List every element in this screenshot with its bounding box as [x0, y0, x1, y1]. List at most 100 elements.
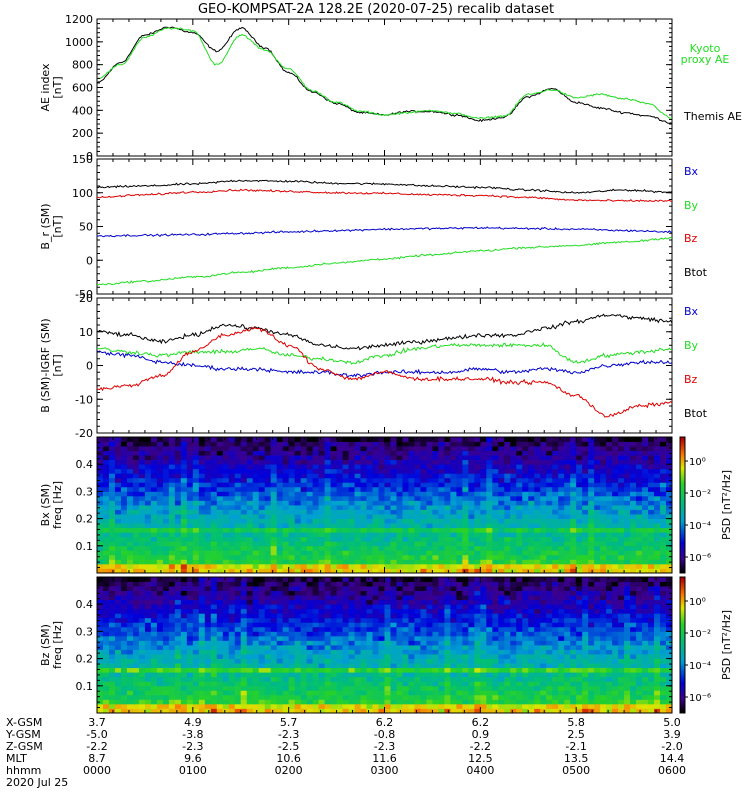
spectrogram-cell	[240, 500, 248, 506]
spectrogram-cell	[270, 640, 278, 646]
spectrogram-cell	[222, 464, 230, 470]
spectrogram-cell	[618, 554, 625, 560]
spectrogram-cell	[156, 649, 164, 655]
spectrogram-cell	[108, 708, 116, 714]
spectrogram-cell	[648, 459, 655, 465]
spectrogram-cell	[222, 645, 230, 650]
spectrogram-cell	[234, 523, 242, 529]
spectrogram-cell	[168, 459, 176, 465]
spectrogram-cell	[324, 694, 331, 700]
spectrogram-cell	[108, 590, 116, 596]
spectrogram-cell	[246, 509, 254, 515]
spectrogram-cell	[198, 694, 206, 700]
spectrogram-cell	[372, 491, 379, 497]
spectrogram-cell	[390, 604, 397, 610]
spectrogram-cell	[426, 486, 433, 492]
colorbar-segment	[680, 480, 685, 483]
spectrogram-cell	[144, 486, 152, 492]
spectrogram-cell	[240, 595, 248, 601]
spectrogram-cell	[486, 635, 493, 641]
spectrogram-cell	[312, 608, 320, 614]
spectrogram-cell	[258, 559, 266, 565]
spectrogram-cell	[444, 581, 451, 587]
spectrogram-cell	[168, 635, 176, 641]
spectrogram-cell	[258, 486, 266, 492]
spectrogram-cell	[414, 532, 421, 538]
spectrogram-cell	[108, 672, 116, 678]
spectrogram-cell	[624, 545, 631, 551]
spectrogram-cell	[480, 631, 487, 637]
spectrogram-cell	[402, 505, 409, 510]
spectrogram-cell	[564, 514, 571, 519]
spectrogram-cell	[234, 604, 242, 610]
spectrogram-cell	[198, 690, 206, 696]
spectrogram-cell	[306, 590, 314, 596]
spectrogram-cell	[288, 491, 296, 497]
spectrogram-cell	[390, 640, 397, 646]
spectrogram-cell	[462, 658, 469, 664]
spectrogram-cell	[102, 590, 110, 596]
spectrogram-cell	[192, 622, 200, 628]
y-tick-label: 0	[86, 150, 93, 163]
spectrogram-cell	[594, 500, 601, 506]
spectrogram-cell	[120, 523, 128, 529]
spectrogram-cell	[468, 514, 475, 519]
spectrogram-cell	[396, 672, 403, 678]
spectrogram-cell	[420, 550, 427, 556]
spectrogram-cell	[252, 536, 260, 542]
spectrogram-cell	[132, 626, 140, 632]
spectrogram-cell	[342, 446, 349, 451]
spectrogram-cell	[402, 694, 409, 700]
spectrogram-cell	[318, 635, 325, 641]
spectrogram-cell	[330, 690, 337, 696]
spectrogram-cell	[288, 509, 296, 515]
spectrogram-cell	[468, 468, 475, 474]
spectrogram-cell	[366, 459, 373, 465]
spectrogram-cell	[192, 509, 200, 515]
spectrogram-cell	[198, 545, 206, 551]
spectrogram-cell	[384, 581, 391, 587]
spectrogram-cell	[174, 658, 182, 664]
spectrogram-cell	[138, 523, 146, 529]
spectrogram-cell	[264, 568, 272, 574]
colorbar-tick-label: 10⁻²	[689, 489, 711, 500]
spectrogram-cell	[402, 681, 409, 687]
spectrogram-cell	[348, 495, 355, 501]
spectrogram-cell	[294, 681, 302, 687]
spectrogram-cell	[138, 676, 146, 682]
spectrogram-cell	[246, 663, 254, 669]
spectrogram-cell	[300, 577, 308, 582]
spectrogram-cell	[480, 446, 487, 451]
spectrogram-cell	[276, 568, 284, 574]
spectrogram-cell	[186, 703, 194, 709]
spectrogram-cell	[276, 699, 284, 705]
spectrogram-cell	[468, 559, 475, 565]
spectrogram-cell	[108, 446, 116, 451]
spectrogram-cell	[348, 608, 355, 614]
spectrogram-cell	[312, 563, 320, 569]
spectrogram-cell	[624, 514, 631, 519]
spectrogram-cell	[264, 663, 272, 669]
spectrogram-cell	[540, 536, 547, 542]
spectrogram-cell	[396, 604, 403, 610]
spectrogram-cell	[378, 523, 385, 529]
spectrogram-cell	[240, 554, 248, 560]
spectrogram-cell	[228, 590, 236, 596]
spectrogram-cell	[324, 645, 331, 650]
spectrogram-cell	[450, 617, 457, 623]
spectrogram-cell	[354, 437, 361, 442]
colorbar-tick-label: 10⁻⁴	[689, 521, 711, 532]
spectrogram-cell	[108, 559, 116, 565]
spectrogram-cell	[390, 486, 397, 492]
colorbar-segment	[680, 441, 685, 445]
spectrogram-cell	[600, 523, 607, 529]
spectrogram-cell	[228, 635, 236, 641]
spectrogram-cell	[474, 640, 481, 646]
spectrogram-cell	[594, 450, 601, 456]
spectrogram-cell	[138, 518, 146, 524]
spectrogram-cell	[390, 622, 397, 628]
spectrogram-cell	[516, 500, 523, 506]
spectrogram-cell	[504, 473, 511, 479]
spectrogram-cell	[618, 455, 625, 461]
spectrogram-cell	[396, 500, 403, 506]
